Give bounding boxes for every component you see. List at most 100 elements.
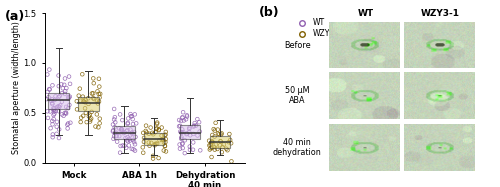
Point xyxy=(52,95,60,98)
Point xyxy=(196,130,203,133)
Point xyxy=(94,102,102,105)
Point xyxy=(44,110,52,113)
Point xyxy=(158,134,166,137)
Point xyxy=(61,77,69,80)
Point xyxy=(139,146,147,149)
Text: WT: WT xyxy=(358,9,374,18)
Bar xyxy=(210,136,230,148)
Point xyxy=(44,117,52,119)
Point xyxy=(190,132,198,135)
Point xyxy=(153,121,161,124)
Point xyxy=(52,110,60,113)
Point xyxy=(73,108,81,111)
Point xyxy=(77,116,85,119)
Point xyxy=(54,96,62,99)
Point xyxy=(62,112,70,115)
Point xyxy=(124,140,132,143)
Point xyxy=(44,96,52,99)
Point xyxy=(155,128,163,131)
Point xyxy=(176,147,184,150)
Point xyxy=(95,77,103,80)
Point xyxy=(66,121,74,124)
Point xyxy=(46,127,54,130)
Point xyxy=(110,126,118,129)
Point xyxy=(185,131,193,134)
Point xyxy=(109,130,117,133)
Point xyxy=(183,115,191,118)
Point xyxy=(161,144,169,147)
Point xyxy=(115,127,123,130)
Point xyxy=(60,114,68,117)
Point xyxy=(140,140,148,143)
Point xyxy=(94,126,102,129)
Point xyxy=(161,145,169,148)
Point xyxy=(46,88,54,91)
Point xyxy=(64,123,72,126)
Point xyxy=(55,128,63,131)
Point xyxy=(110,118,118,121)
Point xyxy=(124,121,132,124)
Point xyxy=(216,140,224,143)
Point xyxy=(175,119,183,122)
Point xyxy=(76,87,84,90)
Point xyxy=(160,138,168,141)
Point xyxy=(44,73,52,76)
Point xyxy=(61,111,69,114)
Point xyxy=(208,134,216,137)
Point xyxy=(156,139,164,142)
Point xyxy=(112,121,120,124)
Point xyxy=(48,98,56,101)
Bar xyxy=(48,93,69,109)
Point xyxy=(48,123,56,126)
Point xyxy=(190,125,198,128)
Point xyxy=(89,92,97,95)
Point xyxy=(122,130,130,133)
Y-axis label: Stomatal aperture (width/length): Stomatal aperture (width/length) xyxy=(12,22,21,154)
Point xyxy=(86,113,94,116)
Point xyxy=(64,127,72,130)
Point xyxy=(182,118,190,121)
Point xyxy=(131,143,139,146)
Point xyxy=(216,133,224,136)
Point xyxy=(50,108,58,111)
Point xyxy=(128,115,136,118)
Point xyxy=(64,97,72,100)
Point xyxy=(88,92,96,95)
Point xyxy=(147,141,155,144)
Text: 50 μM
ABA: 50 μM ABA xyxy=(285,86,310,105)
Point xyxy=(228,160,235,163)
Point xyxy=(130,141,138,144)
Point xyxy=(190,124,198,127)
Point xyxy=(55,85,63,88)
Point xyxy=(196,149,204,152)
Point xyxy=(207,142,215,145)
Point xyxy=(46,68,54,71)
Point xyxy=(142,124,150,127)
Point xyxy=(214,132,222,135)
Point xyxy=(123,139,131,142)
Point xyxy=(65,75,73,78)
Point xyxy=(120,132,128,135)
Point xyxy=(115,135,123,138)
Point xyxy=(110,137,118,140)
Point xyxy=(206,143,214,146)
Point xyxy=(116,145,124,148)
Point xyxy=(208,140,216,143)
Point xyxy=(84,102,92,105)
Point xyxy=(120,131,128,134)
Point xyxy=(111,131,119,134)
Point xyxy=(175,125,183,128)
Point xyxy=(146,144,154,147)
Point xyxy=(217,133,225,136)
Point xyxy=(118,119,126,122)
Point xyxy=(82,111,90,114)
Point xyxy=(81,107,89,110)
Point xyxy=(154,157,162,160)
Bar xyxy=(114,126,134,139)
Point xyxy=(58,100,66,103)
Point xyxy=(48,136,56,139)
Text: WZY3-1: WZY3-1 xyxy=(421,9,460,18)
Point xyxy=(177,131,185,134)
Point xyxy=(56,104,64,107)
Point xyxy=(130,148,138,151)
